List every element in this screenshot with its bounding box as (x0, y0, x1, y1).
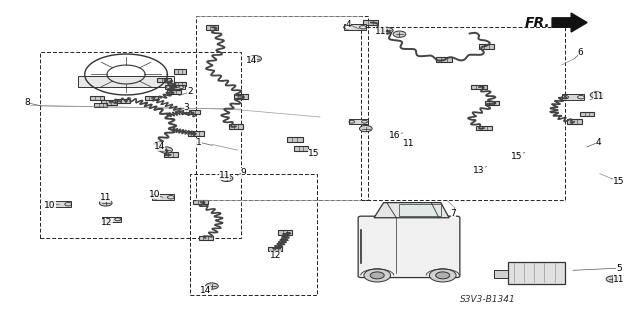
Bar (349, 119, 368, 124)
FancyBboxPatch shape (358, 216, 460, 278)
Circle shape (380, 27, 393, 33)
Bar (78, 76, 173, 87)
Bar (145, 96, 159, 100)
Bar (229, 124, 243, 129)
Bar (40, 52, 241, 238)
Text: FR.: FR. (525, 16, 550, 30)
Text: 6: 6 (578, 48, 584, 57)
Bar (102, 217, 121, 222)
Bar (174, 82, 186, 86)
Bar (101, 100, 116, 105)
Bar (493, 270, 508, 278)
Circle shape (429, 269, 456, 282)
Text: 12: 12 (101, 218, 113, 227)
Bar (188, 131, 204, 136)
Text: 4: 4 (596, 138, 602, 147)
Polygon shape (374, 203, 449, 218)
Bar (167, 90, 180, 94)
Text: 11: 11 (613, 275, 625, 284)
Circle shape (590, 92, 603, 98)
Bar (362, 27, 564, 200)
Text: 13: 13 (473, 166, 484, 175)
Bar (189, 174, 317, 295)
Text: 4: 4 (346, 20, 351, 29)
Text: 8: 8 (25, 98, 30, 107)
Bar (196, 16, 368, 200)
Bar (90, 96, 104, 100)
Bar (484, 100, 499, 105)
Bar (508, 262, 564, 284)
Text: 3: 3 (184, 103, 189, 112)
Text: 7: 7 (451, 209, 456, 218)
Bar (116, 99, 130, 103)
Text: 9: 9 (241, 167, 246, 177)
Text: 14: 14 (200, 286, 211, 295)
Text: 11: 11 (593, 92, 604, 101)
Text: 5: 5 (616, 263, 621, 273)
Text: 16: 16 (389, 131, 401, 140)
Text: 15: 15 (613, 177, 625, 186)
Text: 15: 15 (308, 149, 319, 158)
Bar (399, 204, 441, 216)
Bar (479, 44, 494, 48)
Circle shape (370, 272, 384, 279)
Text: 11: 11 (403, 139, 415, 148)
Text: 14: 14 (246, 56, 257, 65)
Text: 12: 12 (270, 251, 281, 260)
Text: 14: 14 (154, 142, 166, 152)
Polygon shape (552, 13, 587, 32)
Bar (47, 201, 72, 207)
Bar (166, 85, 184, 89)
Circle shape (99, 200, 112, 206)
Text: 1: 1 (196, 138, 202, 147)
Bar (157, 78, 172, 82)
Bar (152, 195, 174, 200)
Text: 10: 10 (149, 189, 161, 199)
Circle shape (220, 175, 233, 182)
Bar (364, 20, 378, 25)
Text: 10: 10 (44, 201, 56, 210)
Bar (436, 57, 452, 62)
Bar (174, 69, 186, 74)
Bar (278, 230, 292, 235)
Text: 15: 15 (511, 152, 523, 161)
Text: 11: 11 (219, 171, 230, 180)
Text: 11: 11 (374, 27, 386, 36)
Circle shape (436, 272, 450, 279)
Bar (164, 152, 177, 157)
Circle shape (249, 56, 262, 62)
Bar (580, 112, 594, 116)
Bar (294, 146, 308, 151)
Bar (269, 247, 282, 251)
Bar (186, 110, 200, 115)
Bar (234, 94, 248, 99)
Bar (193, 200, 208, 204)
Bar (471, 85, 486, 89)
Bar (562, 94, 584, 100)
Text: S3V3-B1341: S3V3-B1341 (460, 295, 516, 304)
Text: 2: 2 (188, 87, 193, 96)
Bar (566, 119, 582, 124)
Bar (344, 25, 366, 30)
Circle shape (606, 276, 619, 282)
Bar (287, 137, 303, 142)
Bar (94, 103, 107, 108)
Circle shape (205, 283, 218, 289)
Circle shape (160, 147, 173, 153)
Bar (476, 126, 492, 130)
Circle shape (393, 31, 406, 37)
Circle shape (360, 125, 372, 132)
Bar (198, 236, 212, 241)
Text: 11: 11 (100, 193, 111, 202)
Bar (205, 25, 218, 30)
Circle shape (364, 269, 390, 282)
